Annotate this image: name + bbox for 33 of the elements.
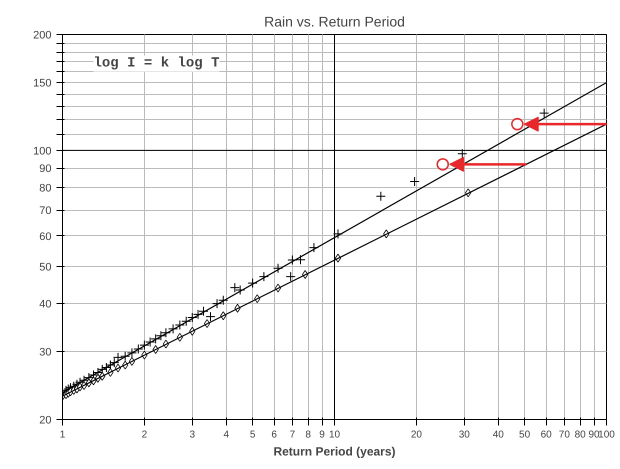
y-tick-label: 40 [39, 298, 52, 311]
x-tick-label: 4 [223, 430, 230, 440]
chart-title: Rain vs. Return Period [264, 14, 405, 30]
y-tick-label: 150 [33, 78, 52, 90]
y-tick-label: 200 [33, 30, 52, 42]
x-tick-label: 9 [319, 430, 326, 440]
x-tick-label: 60 [540, 430, 552, 440]
x-tick-label: 7 [290, 430, 296, 440]
x-axis-title: Return Period (years) [273, 444, 396, 458]
x-tick-label: 5 [250, 430, 256, 440]
x-tick-label: 100 [598, 430, 616, 440]
x-tick-label: 3 [189, 430, 196, 440]
x-tick-label: 30 [458, 430, 470, 440]
x-tick-label: 40 [492, 430, 504, 440]
x-tick-label: 1 [60, 430, 66, 440]
x-tick-label: 8 [305, 430, 312, 440]
y-tick-label: 20 [39, 414, 52, 426]
y-tick-label: 90 [39, 163, 52, 176]
x-tick-label: 90 [588, 430, 600, 440]
y-tick-label: 60 [39, 230, 52, 243]
x-tick-label: 70 [558, 430, 570, 440]
y-tick-label: 50 [39, 261, 52, 274]
x-tick-label: 10 [328, 430, 340, 440]
y-tick-label: 30 [39, 346, 52, 359]
y-tick-label: 80 [39, 182, 52, 195]
x-tick-label: 6 [271, 430, 278, 440]
y-tick-label: 70 [39, 205, 52, 218]
x-tick-label: 2 [142, 430, 148, 440]
y-tick-label: 100 [33, 145, 52, 158]
x-tick-label: 50 [519, 430, 531, 440]
x-tick-label: 80 [574, 430, 586, 440]
x-tick-label: 20 [410, 430, 422, 440]
annotation: log I = k log T [93, 56, 220, 72]
